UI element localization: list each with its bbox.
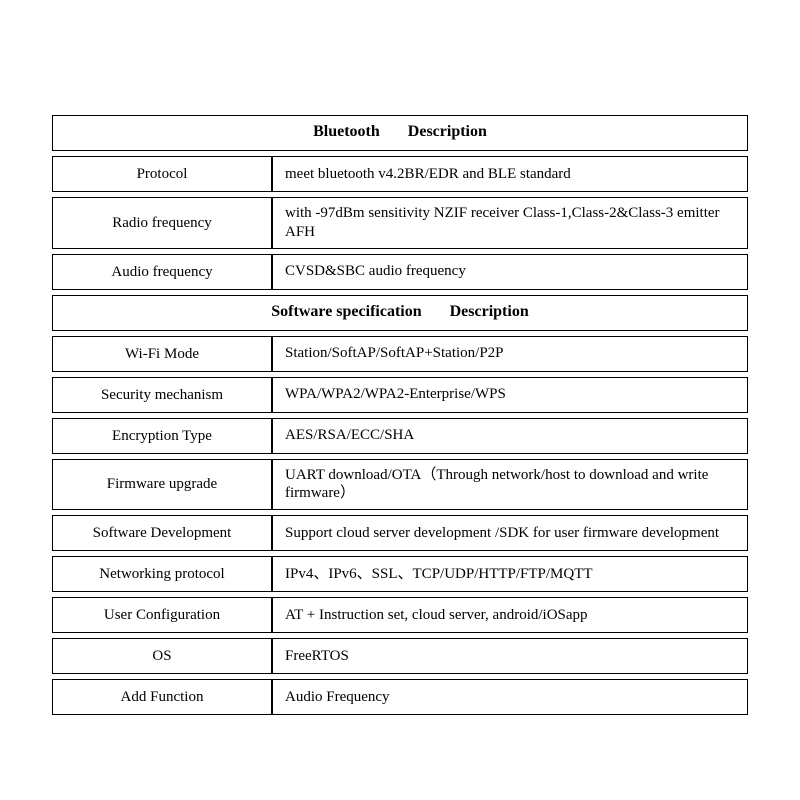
table-row: OS FreeRTOS: [52, 638, 748, 674]
row-value: Support cloud server development /SDK fo…: [272, 515, 748, 551]
row-value: WPA/WPA2/WPA2-Enterprise/WPS: [272, 377, 748, 413]
table-row: Encryption Type AES/RSA/ECC/SHA: [52, 418, 748, 454]
table-row: Wi-Fi Mode Station/SoftAP/SoftAP+Station…: [52, 336, 748, 372]
row-value: with -97dBm sensitivity NZIF receiver Cl…: [272, 197, 748, 249]
spec-sheet: Bluetooth Description Protocol meet bluet…: [0, 0, 800, 800]
row-label: Wi-Fi Mode: [52, 336, 272, 372]
header-right: Description: [408, 123, 487, 140]
table-row: Add Function Audio Frequency: [52, 679, 748, 715]
header-left: Software specification: [271, 303, 421, 320]
table-row: Security mechanism WPA/WPA2/WPA2-Enterpr…: [52, 377, 748, 413]
row-value: Audio Frequency: [272, 679, 748, 715]
row-label: Software Development: [52, 515, 272, 551]
section-header-bluetooth: Bluetooth Description: [52, 115, 748, 151]
table-row: Protocol meet bluetooth v4.2BR/EDR and B…: [52, 156, 748, 192]
table-row: User Configuration AT + Instruction set,…: [52, 597, 748, 633]
row-label: Radio frequency: [52, 197, 272, 249]
row-value: AES/RSA/ECC/SHA: [272, 418, 748, 454]
row-value: Station/SoftAP/SoftAP+Station/P2P: [272, 336, 748, 372]
table-row: Radio frequency with -97dBm sensitivity …: [52, 197, 748, 249]
row-value: meet bluetooth v4.2BR/EDR and BLE standa…: [272, 156, 748, 192]
row-value: UART download/OTA（Through network/host t…: [272, 459, 748, 511]
section-header-software: Software specification Description: [52, 295, 748, 331]
row-value: FreeRTOS: [272, 638, 748, 674]
row-label: Networking protocol: [52, 556, 272, 592]
table-row: Audio frequency CVSD&SBC audio frequency: [52, 254, 748, 290]
row-label: OS: [52, 638, 272, 674]
section-header-cell: Bluetooth Description: [52, 115, 748, 151]
section-header-cell: Software specification Description: [52, 295, 748, 331]
row-value: CVSD&SBC audio frequency: [272, 254, 748, 290]
table-row: Firmware upgrade UART download/OTA（Throu…: [52, 459, 748, 511]
row-value: AT + Instruction set, cloud server, andr…: [272, 597, 748, 633]
row-label: Add Function: [52, 679, 272, 715]
header-left: Bluetooth: [313, 123, 380, 140]
row-label: Protocol: [52, 156, 272, 192]
header-right: Description: [450, 303, 529, 320]
table-row: Software Development Support cloud serve…: [52, 515, 748, 551]
row-label: Firmware upgrade: [52, 459, 272, 511]
row-label: Security mechanism: [52, 377, 272, 413]
row-value: IPv4、IPv6、SSL、TCP/UDP/HTTP/FTP/MQTT: [272, 556, 748, 592]
row-label: User Configuration: [52, 597, 272, 633]
spec-table: Bluetooth Description Protocol meet bluet…: [52, 110, 748, 720]
row-label: Audio frequency: [52, 254, 272, 290]
row-label: Encryption Type: [52, 418, 272, 454]
table-row: Networking protocol IPv4、IPv6、SSL、TCP/UD…: [52, 556, 748, 592]
